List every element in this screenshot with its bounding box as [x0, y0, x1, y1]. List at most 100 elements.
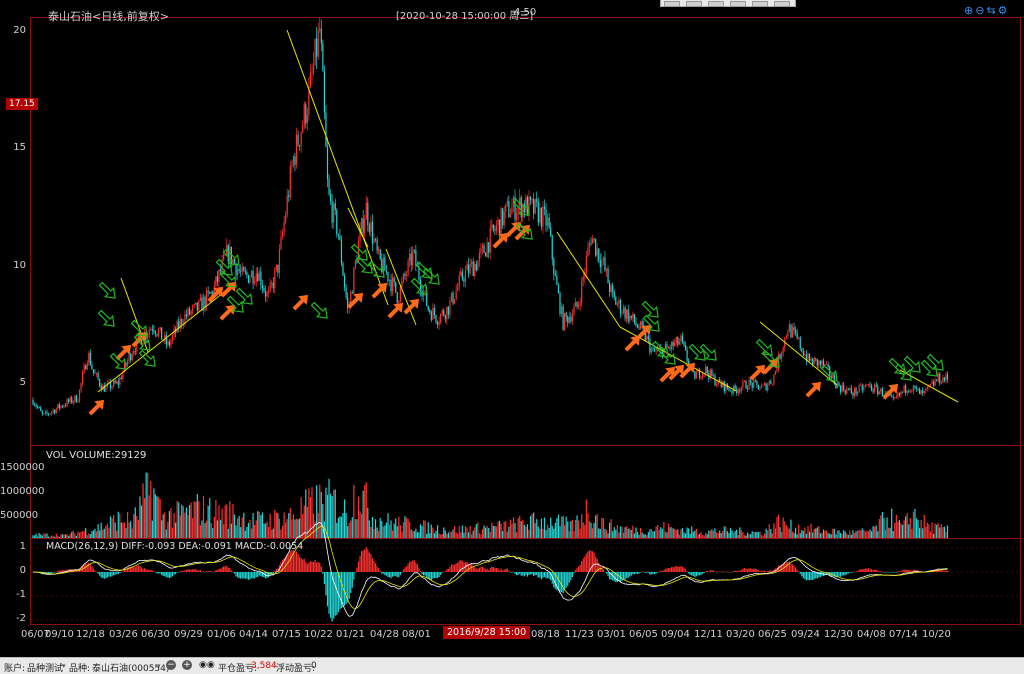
volume-bar — [322, 503, 324, 538]
volume-bar — [466, 527, 468, 538]
plus-icon[interactable]: + — [182, 660, 192, 670]
volume-bar — [897, 521, 899, 538]
macd-bar — [458, 561, 460, 572]
candlesticks — [32, 17, 949, 417]
candle-body — [302, 125, 304, 133]
volume-bar — [215, 499, 217, 538]
glasses-icon[interactable]: ◉◉ — [199, 660, 215, 670]
account-dropdown-icon[interactable]: ▾ — [62, 662, 66, 670]
chart-title: 泰山石油<日线,前复权> — [48, 10, 169, 23]
macd-bar — [688, 572, 690, 574]
candle-body — [901, 391, 904, 393]
volume-bar — [384, 525, 386, 538]
floating-toolbar[interactable] — [660, 0, 796, 7]
macd-bar — [399, 572, 401, 575]
candle-body — [847, 388, 849, 390]
volume-bar — [457, 533, 459, 538]
macd-bar — [181, 570, 183, 572]
macd-bar — [717, 571, 719, 573]
volume-bar — [945, 531, 947, 538]
volume-bar — [512, 517, 515, 538]
candle-body — [384, 257, 386, 271]
left-right-arrows-icon[interactable]: ⇆ — [986, 4, 996, 17]
macd-bar — [122, 571, 124, 572]
macd-bar — [528, 572, 530, 576]
macd-bar — [793, 565, 795, 572]
volume-bar — [325, 487, 327, 538]
candle-body — [867, 384, 870, 386]
volume-bar — [224, 505, 226, 538]
candle-body — [548, 217, 550, 228]
minus-icon[interactable]: − — [166, 660, 176, 670]
candle-body — [232, 259, 234, 265]
candle-body — [599, 260, 601, 267]
macd-bar — [171, 572, 174, 577]
candle-body — [860, 385, 862, 386]
arrow-shape — [226, 295, 244, 313]
candle-body — [140, 338, 143, 346]
macd-bar — [258, 572, 260, 576]
volume-bar — [424, 520, 426, 538]
macd-bar — [450, 564, 453, 572]
arrow-shape — [403, 298, 420, 315]
candle-body — [291, 165, 293, 167]
macd-bar — [843, 572, 845, 576]
zoom-out-icon[interactable]: ⊖ — [975, 4, 985, 17]
volume-bar — [650, 528, 653, 538]
volume-bar — [523, 524, 525, 538]
volume-bar — [136, 516, 138, 538]
candle-body — [368, 224, 370, 233]
macd-bar — [502, 570, 504, 572]
sell-arrow — [688, 343, 706, 361]
macd-bar — [689, 572, 691, 575]
symbol-dropdown-icon[interactable]: ▾ — [157, 662, 161, 670]
gear-icon[interactable]: ⚙ — [997, 4, 1008, 17]
candle-body — [486, 242, 488, 257]
account-select[interactable]: 品种测试 — [27, 664, 64, 674]
macd-bar — [480, 567, 482, 572]
volume-bar — [82, 531, 84, 538]
macd-bar — [537, 572, 539, 578]
symbol-select[interactable]: 泰山石油(000554) — [92, 664, 170, 674]
candle-body — [337, 233, 339, 236]
volume-bar — [655, 526, 657, 538]
macd-bar — [393, 572, 395, 576]
macd-bar — [78, 569, 81, 572]
macd-bar — [764, 570, 766, 572]
chart-canvas[interactable] — [0, 0, 1024, 656]
zoom-in-icon[interactable]: ⊕ — [964, 4, 974, 17]
volume-bar — [196, 493, 198, 538]
volume-bar — [574, 519, 577, 538]
candle-body — [539, 207, 541, 223]
arrow-shape — [292, 294, 309, 311]
volume-bar — [657, 524, 659, 538]
volume-bar — [233, 514, 236, 538]
macd-bar — [743, 568, 746, 572]
macd-bar — [898, 571, 901, 572]
volume-bar — [122, 522, 124, 538]
buy-arrow — [668, 364, 685, 381]
candle-body — [447, 306, 449, 315]
volume-bar — [920, 519, 922, 538]
candle-body — [762, 385, 764, 387]
macd-bar — [653, 572, 656, 575]
candle-body — [932, 381, 935, 386]
macd-bar — [362, 550, 364, 572]
macd-bar — [725, 571, 727, 573]
macd-bar — [852, 572, 854, 573]
arrow-shape — [130, 319, 148, 337]
volume-bar — [683, 532, 685, 538]
candle-body — [644, 328, 646, 341]
sell-arrow — [699, 343, 717, 361]
candle-body — [624, 307, 626, 319]
volume-bar — [746, 532, 749, 538]
volume-bar — [528, 529, 530, 538]
macd-bar — [750, 568, 752, 572]
volume-bar — [171, 527, 174, 538]
x-axis-label: 12/30 — [824, 629, 853, 640]
candle-body — [568, 316, 570, 323]
macd-bar — [221, 567, 223, 572]
macd-bar — [99, 572, 101, 576]
candle-body — [402, 274, 405, 282]
volume-bar — [249, 519, 251, 538]
